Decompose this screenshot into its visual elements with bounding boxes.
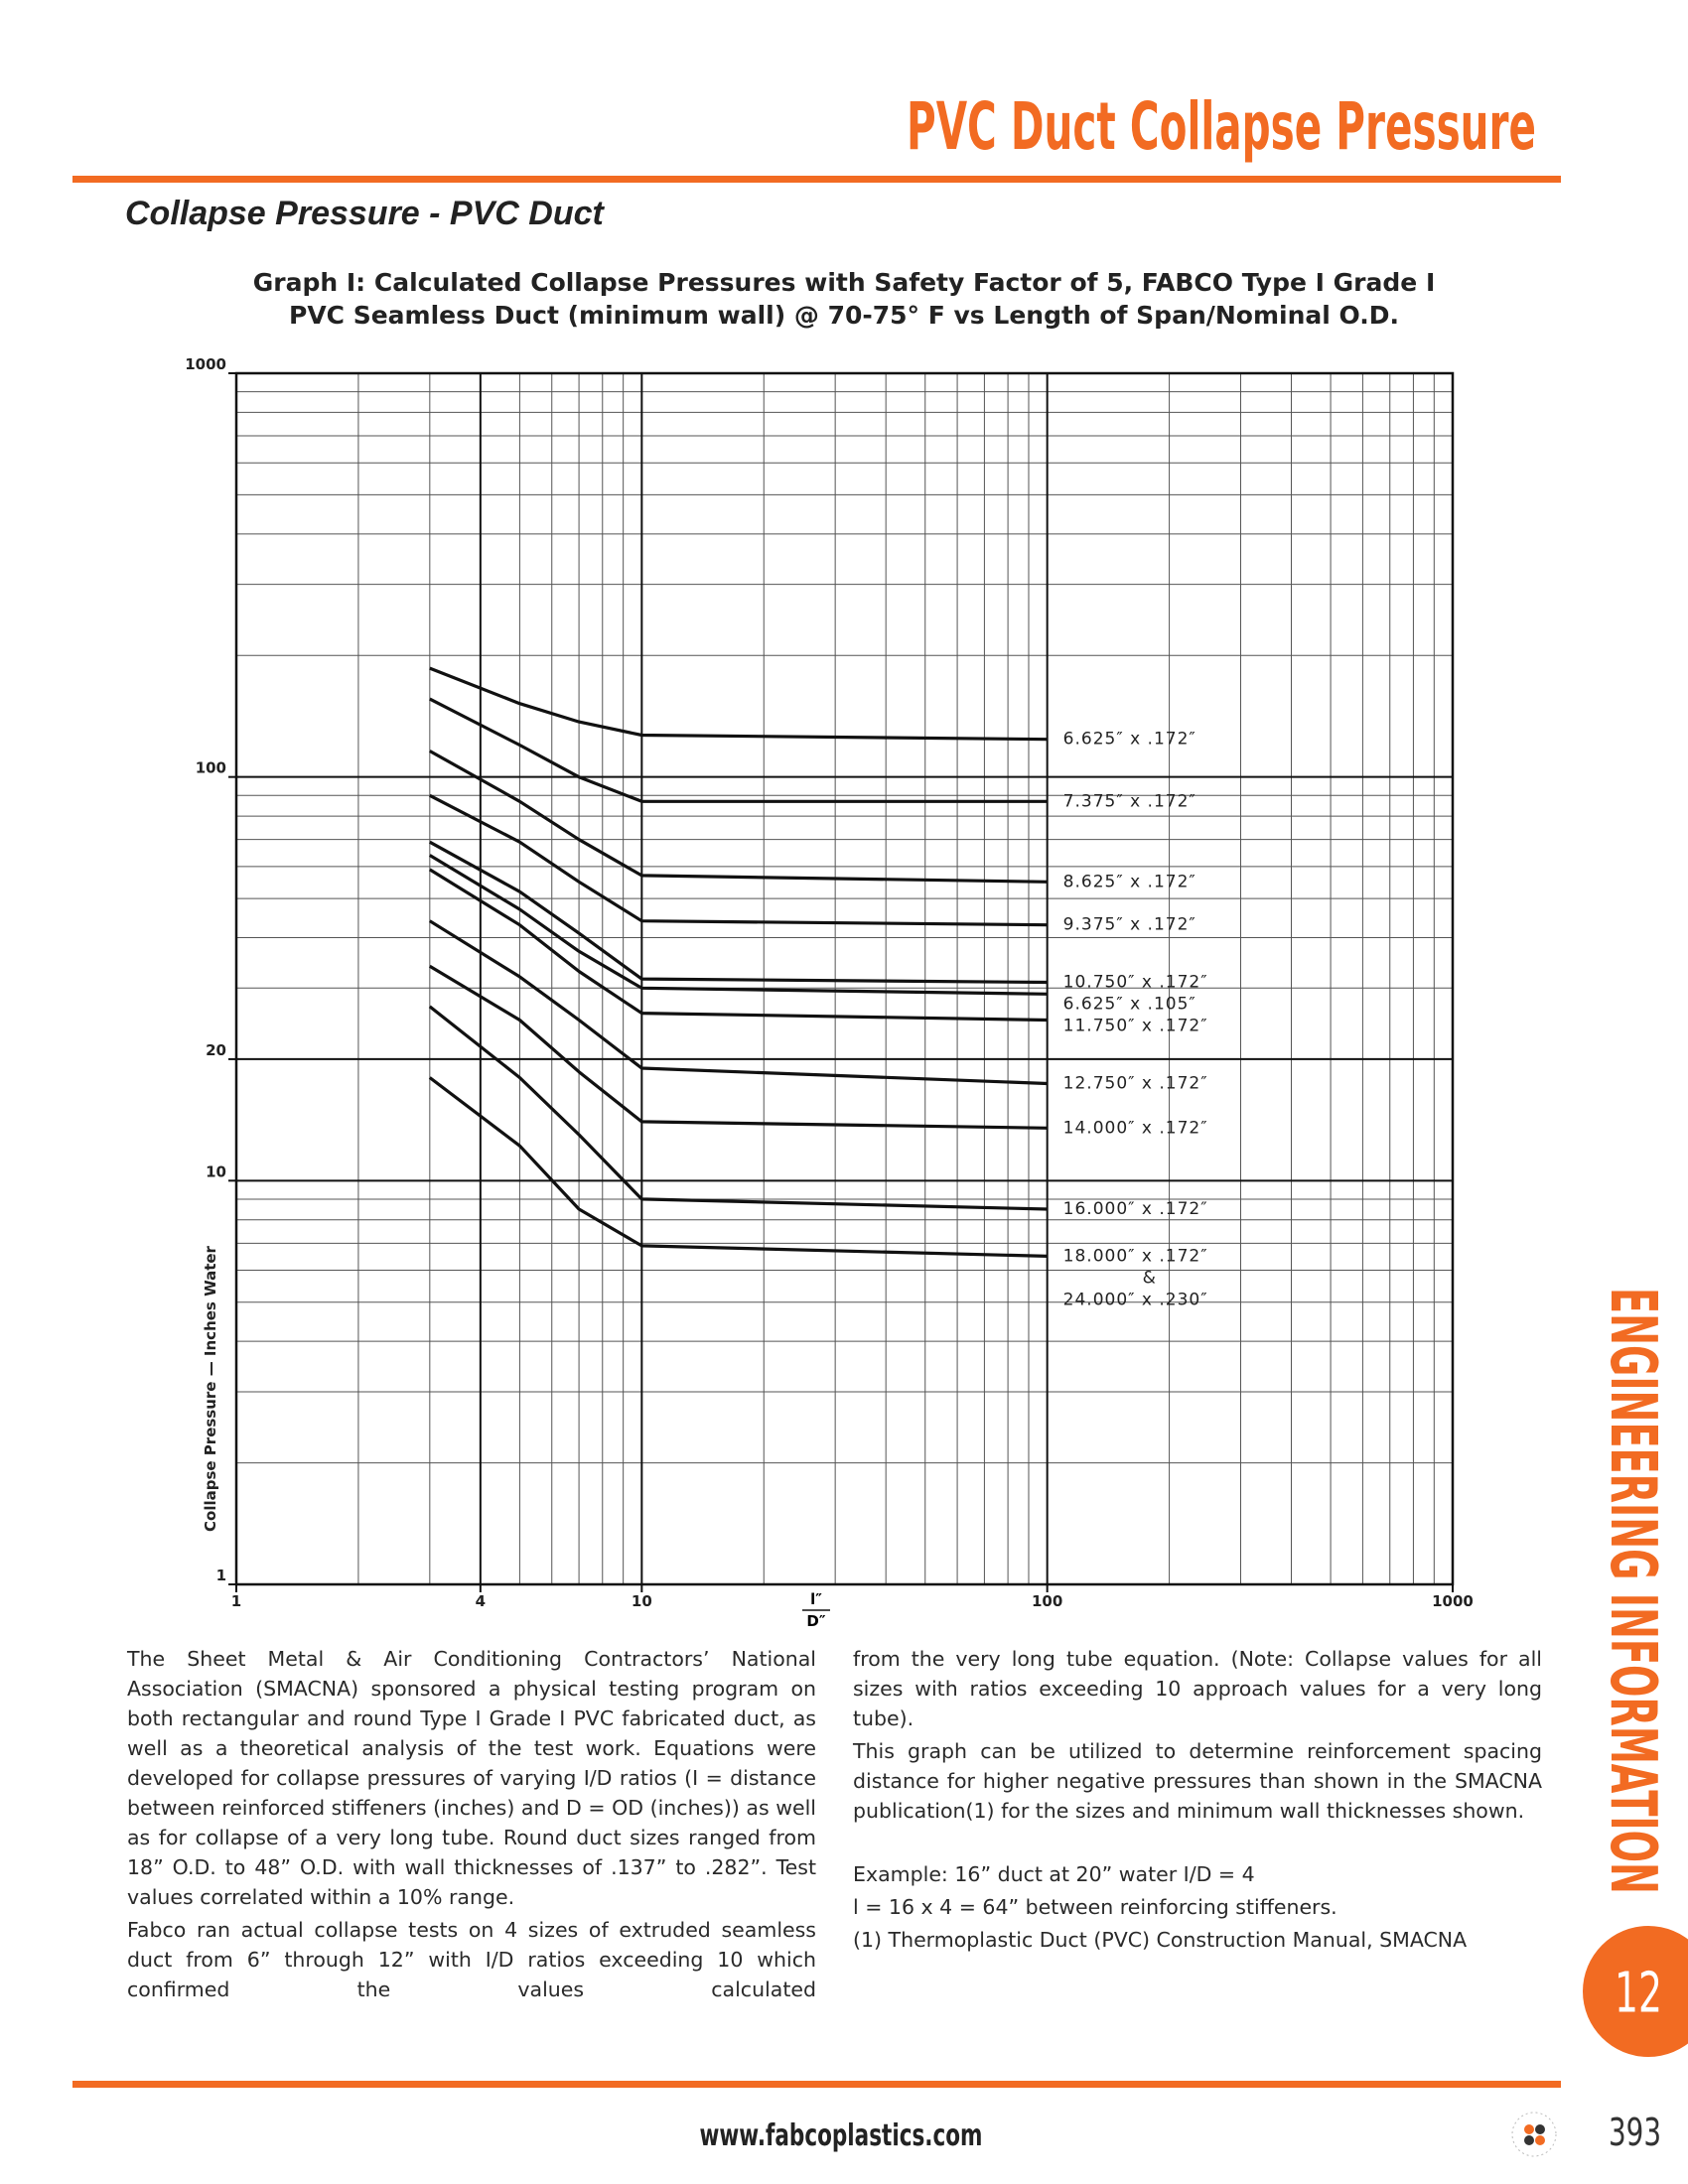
page-number: 393 — [1609, 2111, 1661, 2154]
chart-title: Graph I: Calculated Collapse Pressures w… — [252, 268, 1436, 297]
footer-rule — [72, 2081, 1561, 2088]
paragraph: l = 16 x 4 = 64” between reinforcing sti… — [853, 1895, 1337, 1919]
series-label: 16.000″ x .172″ — [1063, 1199, 1208, 1219]
left-column: The Sheet Metal & Air Conditioning Contr… — [127, 1644, 816, 2007]
series-label: 12.750″ x .172″ — [1063, 1074, 1208, 1094]
curve — [429, 840, 1048, 985]
series-label: 14.000″ x .172″ — [1063, 1118, 1208, 1138]
footer-url: www.fabcoplastics.com — [700, 2118, 983, 2153]
paragraph: Fabco ran actual collapse tests on 4 siz… — [127, 1918, 816, 2001]
plot-frame — [234, 371, 1455, 1586]
curve — [428, 1076, 1048, 1258]
curve — [428, 868, 1048, 1023]
section-badge — [1583, 1926, 1688, 2057]
series-label: 6.625″ x .172″ — [1063, 730, 1196, 750]
curve — [429, 793, 1048, 927]
y-tick-label: 10 — [206, 1162, 226, 1180]
series-label: 6.625″ x .105″ — [1063, 995, 1196, 1015]
y-tick-label: 20 — [206, 1041, 226, 1059]
logo — [1511, 2112, 1557, 2157]
series-label: 8.625″ x .172″ — [1063, 872, 1196, 891]
right-column: from the very long tube equation. (Note:… — [853, 1644, 1542, 1958]
curve — [428, 854, 1048, 996]
paragraph: Example: 16” duct at 20” water I/D = 4 — [853, 1862, 1255, 1886]
x-axis-label: D″ — [806, 1612, 825, 1630]
x-tick-label: 4 — [476, 1592, 486, 1610]
side-tab-label: ENGINEERING INFORMATION — [1596, 1288, 1669, 1894]
header-rule — [72, 176, 1561, 183]
paragraph: (1) Thermoplastic Duct (PVC) Constructio… — [853, 1928, 1468, 1952]
paragraph: The Sheet Metal & Air Conditioning Contr… — [127, 1647, 816, 1909]
x-axis-label: l″ — [810, 1590, 822, 1608]
x-tick-label: 10 — [632, 1592, 652, 1610]
curve — [429, 666, 1048, 742]
page-title: PVC Duct Collapse Pressure — [907, 88, 1536, 165]
section-number: 12 — [1615, 1962, 1662, 2026]
x-tick-label: 1000 — [1432, 1592, 1474, 1610]
curve — [428, 919, 1048, 1086]
series-label: 10.750″ x .172″ — [1063, 973, 1208, 993]
section-title: Collapse Pressure - PVC Duct — [125, 195, 604, 232]
paragraph: from the very long tube equation. (Note:… — [853, 1647, 1542, 1730]
series-label: 11.750″ x .172″ — [1063, 1017, 1208, 1036]
curve — [428, 1005, 1048, 1211]
paragraph: This graph can be utilized to determine … — [853, 1739, 1542, 1823]
series-label: 18.000″ x .172″ & 24.000″ x .230″ — [1063, 1246, 1208, 1309]
curve — [429, 697, 1048, 803]
curve — [428, 964, 1048, 1130]
chart-subtitle: PVC Seamless Duct (minimum wall) @ 70-75… — [289, 301, 1399, 330]
y-tick-label: 1000 — [185, 355, 226, 373]
x-tick-label: 100 — [1032, 1592, 1062, 1610]
curve — [429, 750, 1048, 884]
y-axis-label: Collapse Pressure — Inches Water — [202, 1245, 219, 1532]
series-label: 9.375″ x .172″ — [1063, 915, 1196, 935]
y-tick-label: 1 — [216, 1567, 226, 1584]
x-tick-label: 1 — [231, 1592, 241, 1610]
y-tick-label: 100 — [196, 759, 226, 777]
series-label: 7.375″ x .172″ — [1063, 791, 1196, 811]
chart: 1 10 20 100 1000 1 4 10 100 1000 l″ D″ Collapse Pres… — [185, 355, 1474, 1630]
